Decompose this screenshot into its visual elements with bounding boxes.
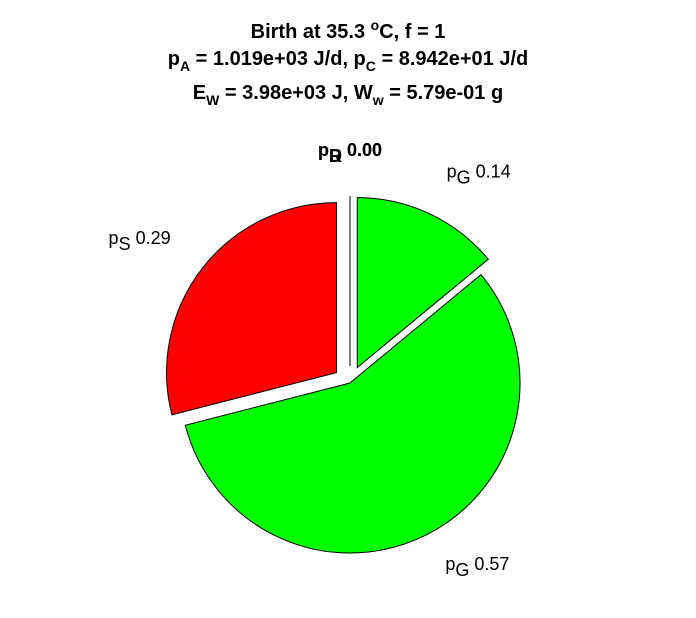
chart-title: Birth at 35.3 oC, f = 1 pA = 1.019e+03 J… <box>0 8 696 110</box>
pie-slice-1 <box>356 197 489 369</box>
title-line-2-text-a: p <box>167 48 180 70</box>
pie-label-0: pR 0.00 <box>318 140 382 166</box>
title-line-2-text-b: = 1.019e+03 J/d, p <box>190 48 366 70</box>
pie-label-symbol-0: p <box>318 140 329 160</box>
title-line-1-text-b: C, f = 1 <box>379 21 446 43</box>
title-line-1-degree: o <box>370 17 380 33</box>
title-line-3-text-c: = 5.79e-01 g <box>383 82 504 104</box>
title-line-3: EW = 3.98e+03 J, Ww = 5.79e-01 g <box>0 76 696 110</box>
pie-label-1: pG 0.14 <box>447 162 511 188</box>
pie-label-subscript-2: G <box>455 560 469 580</box>
pie-label-symbol-1: p <box>447 162 457 182</box>
pie-label-subscript-0: R <box>329 146 342 166</box>
pie-label-symbol-4: p <box>318 140 329 160</box>
title-line-3-sub-ww: w <box>372 92 384 108</box>
pie-label-subscript-1: G <box>457 168 471 188</box>
pie-label-subscript-3: S <box>119 234 131 254</box>
pie-label-value-3: 0.29 <box>131 228 171 248</box>
title-line-2-text-c: = 8.942e+01 J/d <box>375 48 529 70</box>
pie-label-symbol-3: p <box>109 228 119 248</box>
title-line-1-text-a: Birth at 35.3 <box>250 21 371 43</box>
pie-label-value-1: 0.14 <box>471 162 511 182</box>
title-line-2-sub-c: C <box>365 58 376 74</box>
pie-slice-3 <box>166 202 338 416</box>
title-line-1: Birth at 35.3 oC, f = 1 <box>0 8 696 43</box>
title-line-2: pA = 1.019e+03 J/d, pC = 8.942e+01 J/d <box>0 42 696 76</box>
pie-label-2: pG 0.57 <box>445 554 509 580</box>
pie-slice-2 <box>184 273 521 554</box>
pie-label-value-0: 0.00 <box>342 140 382 160</box>
title-line-3-sub-w: W <box>206 92 220 108</box>
pie-label-subscript-4: D <box>329 146 342 166</box>
title-line-3-text-a: E <box>192 82 207 104</box>
pie-label-value-4: 0.00 <box>342 140 382 160</box>
pie-label-value-2: 0.57 <box>469 554 509 574</box>
pie-label-4: pD 0.00 <box>318 140 382 166</box>
title-line-2-sub-a: A <box>179 58 191 74</box>
pie-label-3: pS 0.29 <box>109 228 171 254</box>
title-line-3-text-b: = 3.98e+03 J, W <box>219 82 373 104</box>
pie-label-symbol-2: p <box>445 554 455 574</box>
pie-slices <box>166 196 521 554</box>
